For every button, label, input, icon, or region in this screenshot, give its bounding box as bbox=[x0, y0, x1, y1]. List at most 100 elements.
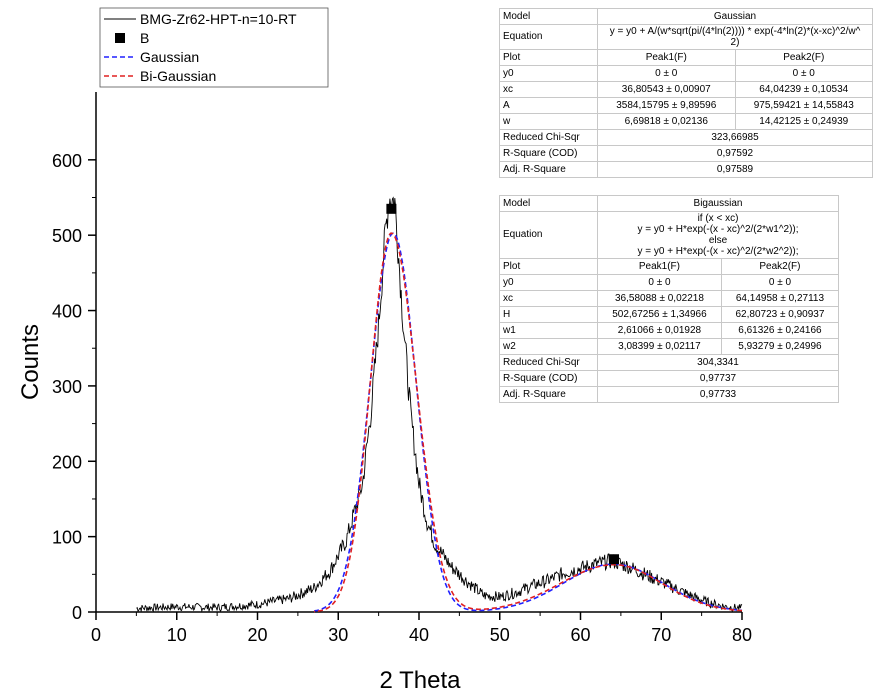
param-value: 62,80723 ± 0,90937 bbox=[720, 306, 840, 323]
param-value: 3,08399 ± 0,02117 bbox=[597, 338, 722, 355]
param-value: 0 ± 0 bbox=[597, 274, 722, 291]
param-value: 2,61066 ± 0,01928 bbox=[597, 322, 722, 339]
table-row: w2 3,08399 ± 0,02117 5,93279 ± 0,24996 bbox=[499, 338, 840, 355]
table-row: H 502,67256 ± 1,34966 62,80723 ± 0,90937 bbox=[499, 306, 840, 323]
param-value: 6,61326 ± 0,24166 bbox=[720, 322, 840, 339]
param-value: 975,59421 ± 14,55843 bbox=[734, 97, 873, 114]
stat-value: 304,3341 bbox=[597, 354, 839, 371]
y-tick-label: 600 bbox=[52, 151, 82, 171]
stat-value: 323,66985 bbox=[597, 129, 873, 146]
table-row: Reduced Chi-Sqr 323,66985 bbox=[499, 129, 873, 146]
table-row: Model Gaussian bbox=[499, 8, 873, 25]
y-tick-label: 100 bbox=[52, 528, 82, 548]
x-tick-label: 60 bbox=[570, 625, 590, 645]
plot-label: Plot bbox=[499, 258, 598, 275]
param-label: xc bbox=[499, 290, 598, 307]
equation-label: Equation bbox=[499, 211, 598, 259]
table-row: y0 0 ± 0 0 ± 0 bbox=[499, 274, 840, 291]
bigaussian-fit-line bbox=[314, 232, 743, 613]
legend: BMG-Zr62-HPT-n=10-RT B Gaussian Bi-Gaussian bbox=[99, 7, 329, 88]
param-value: 36,58088 ± 0,02218 bbox=[597, 290, 722, 307]
equation-line: else bbox=[708, 235, 728, 246]
param-value: 64,04239 ± 0,10534 bbox=[734, 81, 873, 98]
legend-label: B bbox=[140, 30, 149, 46]
x-tick-label: 80 bbox=[732, 625, 752, 645]
peak2-header: Peak2(F) bbox=[734, 49, 873, 66]
equation-value: y = y0 + A/(w*sqrt(pi/(4*ln(2)))) * exp(… bbox=[597, 24, 873, 50]
param-label: H bbox=[499, 306, 598, 323]
table-row: R-Square (COD) 0,97592 bbox=[499, 145, 873, 162]
equation-line: 2) bbox=[730, 37, 740, 48]
plot-label: Plot bbox=[499, 49, 598, 66]
stat-value: 0,97737 bbox=[597, 370, 839, 387]
param-value: 36,80543 ± 0,00907 bbox=[597, 81, 736, 98]
stat-label: Reduced Chi-Sqr bbox=[499, 354, 598, 371]
param-label: w2 bbox=[499, 338, 598, 355]
param-label: xc bbox=[499, 81, 598, 98]
gaussian-fit-table: Model Gaussian Equation y = y0 + A/(w*sq… bbox=[499, 8, 873, 178]
equation-line: y = y0 + H*exp(-(x - xc)^2/(2*w2^2)); bbox=[637, 246, 799, 257]
table-row: Equation y = y0 + A/(w*sqrt(pi/(4*ln(2))… bbox=[499, 24, 873, 50]
param-label: w bbox=[499, 113, 598, 130]
equation-line: y = y0 + A/(w*sqrt(pi/(4*ln(2)))) * exp(… bbox=[609, 26, 861, 37]
stat-label: R-Square (COD) bbox=[499, 145, 598, 162]
param-value: 0 ± 0 bbox=[720, 274, 840, 291]
axes: 0 10 20 30 40 50 60 70 80 0 100 200 300 400 500 600 bbox=[52, 92, 752, 645]
table-row: Model Bigaussian bbox=[499, 195, 839, 212]
param-value: 3584,15795 ± 9,89596 bbox=[597, 97, 736, 114]
measured-series-line bbox=[136, 196, 743, 613]
table-row: y0 0 ± 0 0 ± 0 bbox=[499, 65, 873, 82]
param-label: y0 bbox=[499, 65, 598, 82]
table-row: A 3584,15795 ± 9,89596 975,59421 ± 14,55… bbox=[499, 97, 873, 114]
legend-marker-symbol bbox=[115, 33, 125, 43]
table-row: Reduced Chi-Sqr 304,3341 bbox=[499, 354, 839, 371]
param-value: 6,69818 ± 0,02136 bbox=[597, 113, 736, 130]
table-row: xc 36,80543 ± 0,00907 64,04239 ± 0,10534 bbox=[499, 81, 873, 98]
stat-value: 0,97733 bbox=[597, 386, 839, 403]
param-label: A bbox=[499, 97, 598, 114]
stat-label: R-Square (COD) bbox=[499, 370, 598, 387]
data-series bbox=[136, 196, 743, 613]
table-row: Plot Peak1(F) Peak2(F) bbox=[499, 49, 873, 66]
stat-label: Adj. R-Square bbox=[499, 161, 598, 178]
y-axis-label: Counts bbox=[17, 324, 44, 400]
table-row: R-Square (COD) 0,97737 bbox=[499, 370, 839, 387]
param-value: 64,14958 ± 0,27113 bbox=[720, 290, 840, 307]
table-row: xc 36,58088 ± 0,02218 64,14958 ± 0,27113 bbox=[499, 290, 840, 307]
param-value: 0 ± 0 bbox=[734, 65, 873, 82]
peak1-header: Peak1(F) bbox=[597, 258, 722, 275]
legend-label: Gaussian bbox=[140, 49, 199, 65]
param-value: 14,42125 ± 0,24939 bbox=[734, 113, 873, 130]
x-tick-label: 70 bbox=[651, 625, 671, 645]
table-row: Plot Peak1(F) Peak2(F) bbox=[499, 258, 840, 275]
y-tick-label: 500 bbox=[52, 226, 82, 246]
x-axis-label: 2 Theta bbox=[380, 667, 462, 693]
param-value: 5,93279 ± 0,24996 bbox=[720, 338, 840, 355]
equation-label: Equation bbox=[499, 24, 598, 50]
table-row: w1 2,61066 ± 0,01928 6,61326 ± 0,24166 bbox=[499, 322, 840, 339]
equation-line: if (x < xc) bbox=[697, 213, 739, 224]
table-row: Equation if (x < xc) y = y0 + H*exp(-(x … bbox=[499, 211, 839, 259]
x-tick-label: 0 bbox=[91, 625, 101, 645]
peak2-header: Peak2(F) bbox=[720, 258, 840, 275]
x-tick-label: 50 bbox=[490, 625, 510, 645]
legend-label: Bi-Gaussian bbox=[140, 68, 216, 84]
y-tick-label: 400 bbox=[52, 302, 82, 322]
model-value: Gaussian bbox=[597, 8, 873, 25]
x-tick-label: 30 bbox=[328, 625, 348, 645]
stat-value: 0,97589 bbox=[597, 161, 873, 178]
model-label: Model bbox=[499, 8, 598, 25]
table-row: Adj. R-Square 0,97589 bbox=[499, 161, 873, 178]
stat-label: Reduced Chi-Sqr bbox=[499, 129, 598, 146]
bigaussian-fit-table: Model Bigaussian Equation if (x < xc) y … bbox=[499, 195, 840, 403]
gaussian-fit-line bbox=[313, 232, 743, 612]
param-label: y0 bbox=[499, 274, 598, 291]
peak1-header: Peak1(F) bbox=[597, 49, 736, 66]
table-row: w 6,69818 ± 0,02136 14,42125 ± 0,24939 bbox=[499, 113, 873, 130]
param-value: 0 ± 0 bbox=[597, 65, 736, 82]
legend-label: BMG-Zr62-HPT-n=10-RT bbox=[140, 11, 297, 27]
y-tick-label: 300 bbox=[52, 377, 82, 397]
y-tick-label: 200 bbox=[52, 452, 82, 472]
x-tick-label: 20 bbox=[247, 625, 267, 645]
